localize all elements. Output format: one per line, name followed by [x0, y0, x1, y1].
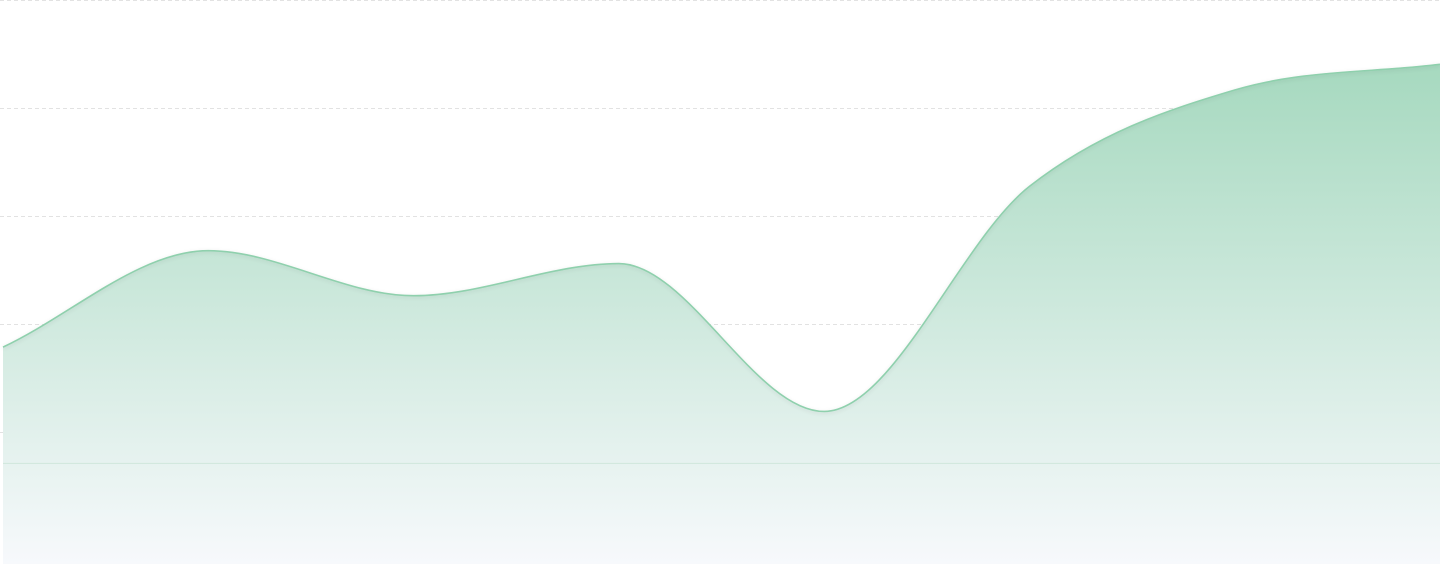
area-series [2, 63, 1440, 564]
area-fill [3, 64, 1440, 564]
series-line [2, 63, 1440, 413]
